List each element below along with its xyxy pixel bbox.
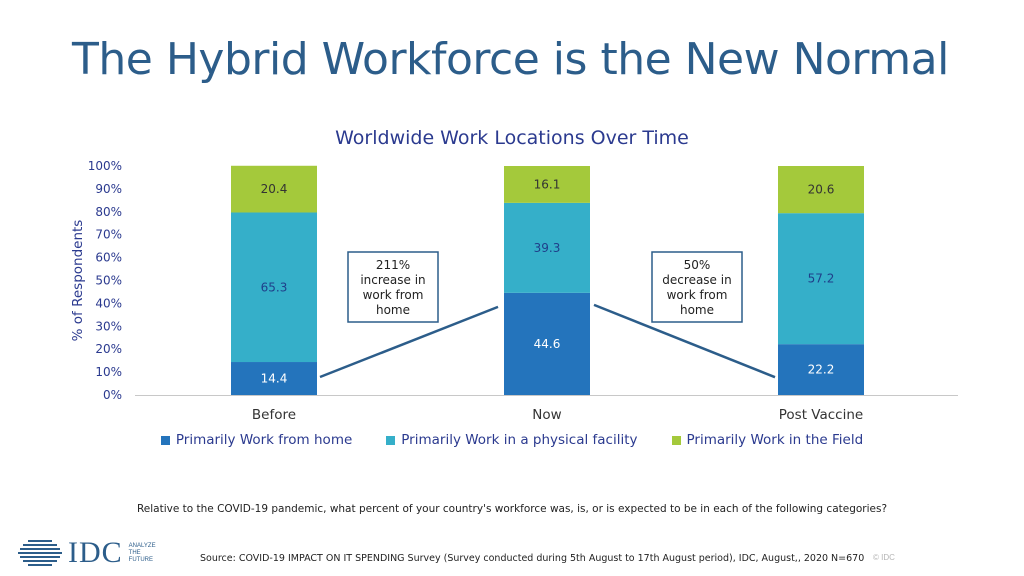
y-tick-label: 30% xyxy=(95,319,122,333)
legend-label-home: Primarily Work from home xyxy=(175,432,353,448)
annotation-box xyxy=(651,251,743,323)
chart-legend: Primarily Work from home Primarily Work … xyxy=(0,432,1024,448)
y-tick-label: 40% xyxy=(95,296,122,310)
y-tick-label: 10% xyxy=(95,365,122,379)
bar-segment-field xyxy=(504,166,590,203)
y-tick-label: 0% xyxy=(103,388,122,402)
data-label-facility: 57.2 xyxy=(808,272,835,286)
data-label-home: 44.6 xyxy=(534,337,561,351)
legend-swatch-facility xyxy=(386,435,396,445)
tagline-line-3: FUTURE xyxy=(128,556,154,563)
annotation-text: work from xyxy=(363,288,424,302)
annotation-text: home xyxy=(680,303,714,317)
annotation-text: 50% xyxy=(684,258,711,272)
y-tick-label: 100% xyxy=(88,159,122,173)
y-tick-label: 20% xyxy=(95,342,122,356)
legend-item-facility: Primarily Work in a physical facility xyxy=(386,432,638,448)
bar-segment-home xyxy=(231,362,317,395)
y-tick-label: 70% xyxy=(95,228,122,242)
data-label-home: 22.2 xyxy=(808,363,835,377)
data-label-facility: 39.3 xyxy=(534,241,561,255)
bar-segment-home xyxy=(504,292,590,395)
globe-logo-icon xyxy=(18,540,62,566)
annotation-text: decrease in xyxy=(662,273,731,287)
annotation-text: work from xyxy=(667,288,728,302)
tagline-line-1: ANALYZE xyxy=(128,542,156,549)
annotation-connector xyxy=(593,303,776,379)
annotation-box xyxy=(347,251,439,323)
annotation-text: increase in xyxy=(360,273,425,287)
legend-item-home: Primarily Work from home xyxy=(160,432,353,448)
data-label-home: 14.4 xyxy=(261,372,288,386)
legend-label-facility: Primarily Work in a physical facility xyxy=(401,432,638,448)
stacked-bar-chart: 0% 10% 20% 30% 40% 50% 60% 70% 80% 90% 100% % of Re… xyxy=(70,159,958,423)
logo-wordmark: IDC xyxy=(68,536,123,569)
x-tick-label: Now xyxy=(532,407,561,423)
data-label-field: 20.4 xyxy=(261,182,288,196)
legend-label-field: Primarily Work in the Field xyxy=(686,432,864,448)
y-axis-title: % of Respondents xyxy=(70,220,86,342)
y-tick-label: 90% xyxy=(95,182,122,196)
bar-segment-facility xyxy=(231,212,317,363)
bar-segment-home xyxy=(778,344,864,395)
data-label-field: 16.1 xyxy=(534,177,561,191)
y-tick-label: 50% xyxy=(95,274,122,288)
legend-item-field: Primarily Work in the Field xyxy=(671,432,864,448)
bar-segment-facility xyxy=(778,213,864,345)
survey-question: Relative to the COVID-19 pandemic, what … xyxy=(136,503,888,515)
bar-segment-facility xyxy=(504,202,590,293)
x-tick-label: Before xyxy=(252,407,296,423)
chart-title: Worldwide Work Locations Over Time xyxy=(335,127,689,149)
bar-segment-field xyxy=(231,165,317,213)
tagline-line-2: THE xyxy=(128,549,141,556)
source-note: Source: COVID-19 IMPACT ON IT SPENDING S… xyxy=(200,553,865,564)
data-label-field: 20.6 xyxy=(808,183,835,197)
copyright-note: © IDC xyxy=(873,553,895,562)
annotation-text: 211% xyxy=(376,258,410,272)
data-label-facility: 65.3 xyxy=(261,280,288,294)
logo-tagline: ANALYZE THE FUTURE xyxy=(129,543,156,564)
slide-title: The Hybrid Workforce is the New Normal xyxy=(72,34,949,85)
x-tick-label: Post Vaccine xyxy=(779,407,863,423)
bar-segment-field xyxy=(778,166,864,214)
annotation-text: home xyxy=(376,303,410,317)
y-tick-label: 60% xyxy=(95,251,122,265)
legend-swatch-field xyxy=(671,435,681,445)
legend-swatch-home xyxy=(160,435,170,445)
y-tick-label: 80% xyxy=(95,205,122,219)
annotation-connector xyxy=(319,305,499,379)
idc-logo: IDC ANALYZE THE FUTURE xyxy=(18,538,156,568)
